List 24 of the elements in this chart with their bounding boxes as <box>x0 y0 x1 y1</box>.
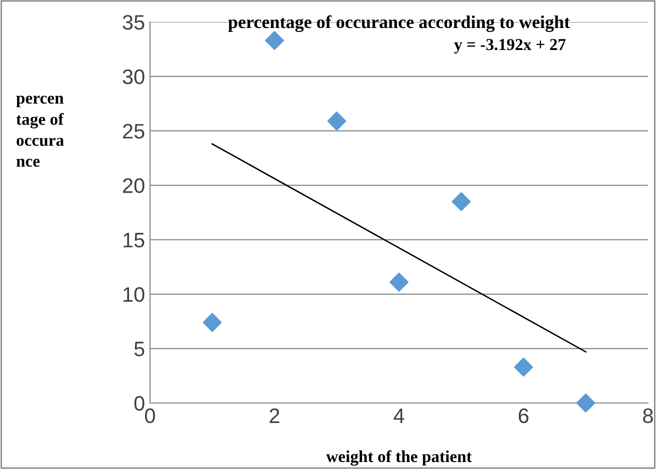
point <box>576 394 596 412</box>
x-axis-title: weight of the patient <box>326 450 472 466</box>
point <box>390 272 408 292</box>
chart-title: percentage of occurance according to weight <box>228 15 570 32</box>
y-tick-label: 0 <box>134 396 144 411</box>
point <box>452 192 471 212</box>
annotation: y = -3.192x + 27 <box>454 38 566 54</box>
point <box>265 31 284 50</box>
x-tick-label: 0 <box>145 408 155 424</box>
y-tick-label: 35 <box>122 15 144 30</box>
y-tick-label: 5 <box>134 342 144 356</box>
point <box>327 112 346 131</box>
y-tick-label: 25 <box>123 124 144 139</box>
y-tick-label: 10 <box>124 287 144 302</box>
point <box>202 312 222 332</box>
y-tick-label: 20 <box>123 178 144 194</box>
point <box>514 358 533 377</box>
x-tick-label: 2 <box>270 408 280 423</box>
x-tick-label: 6 <box>518 408 528 424</box>
y-axis-title: percen tage of occura nce <box>16 96 64 167</box>
x-tick-label: 4 <box>394 408 404 423</box>
y-tick-label: 15 <box>124 232 144 248</box>
x-tick-label: 8 <box>643 408 653 424</box>
y-tick-label: 30 <box>122 69 144 84</box>
